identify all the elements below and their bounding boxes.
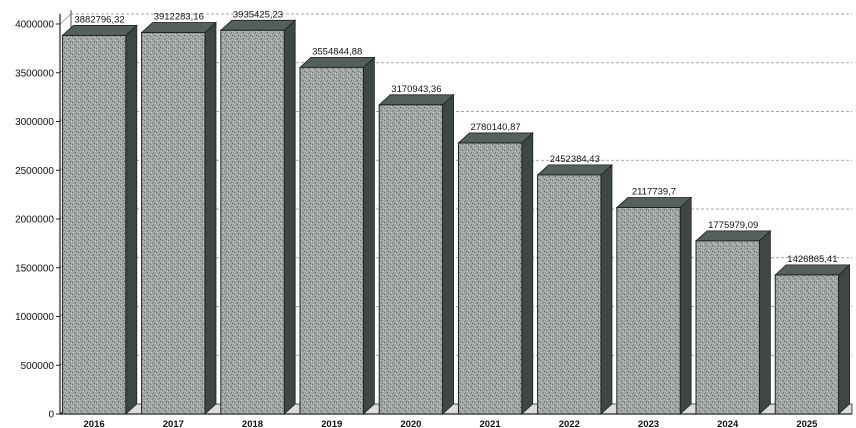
bar — [615, 196, 693, 415]
bar-value-label: 2780140,87 — [470, 122, 520, 133]
bar — [378, 93, 455, 415]
x-tick-label: 2021 — [480, 419, 502, 428]
bar-top-face — [457, 132, 534, 144]
bar-value-label: 2452384,43 — [550, 154, 600, 165]
bar-value-label: 3170943,36 — [391, 84, 441, 95]
x-tick-label: 2019 — [321, 419, 342, 428]
labels: 0 500000 1000000 1500000 2000000 2500000 30000… — [15, 9, 837, 428]
y-tick-label: 1500000 — [15, 263, 54, 274]
y-tick-label: 500000 — [21, 361, 55, 372]
x-tick-label: 2025 — [796, 419, 818, 428]
bar-top-face — [536, 164, 614, 176]
bar-value-label: 3935425,23 — [233, 9, 283, 20]
bar-value-label: 3554844,88 — [312, 46, 362, 57]
y-tick-label: 3500000 — [15, 68, 54, 79]
bar-top-face — [140, 22, 218, 33]
bar-side-face — [600, 163, 613, 415]
bar-side-face — [125, 24, 138, 415]
bar-front-face — [616, 207, 681, 415]
bar-front-face — [457, 142, 523, 415]
y-tick-label: 1000000 — [15, 312, 54, 323]
bar-front-face — [141, 32, 206, 415]
bar-top-face — [378, 94, 455, 106]
bar — [694, 229, 772, 415]
bar-value-label: 1775979,09 — [708, 220, 758, 231]
y-tick-label: 3000000 — [15, 117, 54, 128]
bar-top-face — [694, 230, 772, 242]
bar-value-label: 1426865,41 — [787, 254, 837, 265]
bar — [774, 263, 851, 415]
bar-side-face — [758, 229, 771, 415]
bar-top-face — [615, 197, 693, 208]
bar-front-face — [299, 66, 364, 415]
bar-side-face — [204, 21, 217, 415]
bar — [140, 21, 218, 415]
bar-front-face — [220, 29, 285, 415]
y-tick-label: 2500000 — [15, 166, 54, 177]
bar — [219, 19, 297, 415]
bar-front-face — [537, 174, 602, 415]
bar — [536, 163, 614, 415]
bar-front-face — [378, 104, 444, 415]
bar-front-face — [774, 274, 840, 415]
bar-value-label: 3912283,16 — [154, 12, 204, 23]
bar-value-label: 3882796,32 — [74, 14, 124, 25]
bar — [61, 24, 138, 415]
x-tick-label: 2017 — [163, 419, 184, 428]
bar-side-face — [838, 263, 850, 415]
bar — [298, 56, 376, 415]
bar-value-label: 2117739,7 — [632, 187, 676, 198]
bar-side-face — [442, 93, 454, 415]
x-tick-label: 2020 — [400, 419, 421, 428]
bar-top-face — [774, 264, 851, 276]
bar-top-face — [219, 19, 297, 31]
x-tick-label: 2022 — [559, 419, 580, 428]
grid-wall-connector — [59, 13, 72, 25]
x-tick-label: 2023 — [638, 419, 659, 428]
y-tick-label: 2000000 — [15, 215, 54, 226]
bar-side-face — [679, 196, 692, 415]
bar-side-face — [521, 132, 534, 415]
bar-front-face — [61, 34, 127, 415]
bar — [457, 132, 534, 415]
bar-front-face — [695, 240, 760, 415]
x-tick-label: 2018 — [242, 419, 263, 428]
x-tick-label: 2016 — [84, 419, 105, 428]
bars — [61, 19, 851, 415]
bar-top-face — [298, 57, 376, 68]
y-tick-label: 4000000 — [15, 20, 54, 31]
x-tick-label: 2024 — [717, 419, 739, 428]
bar-side-face — [362, 56, 375, 415]
bar-side-face — [283, 19, 296, 415]
y-tick-label: 0 — [48, 410, 54, 421]
bar-top-face — [61, 25, 138, 36]
